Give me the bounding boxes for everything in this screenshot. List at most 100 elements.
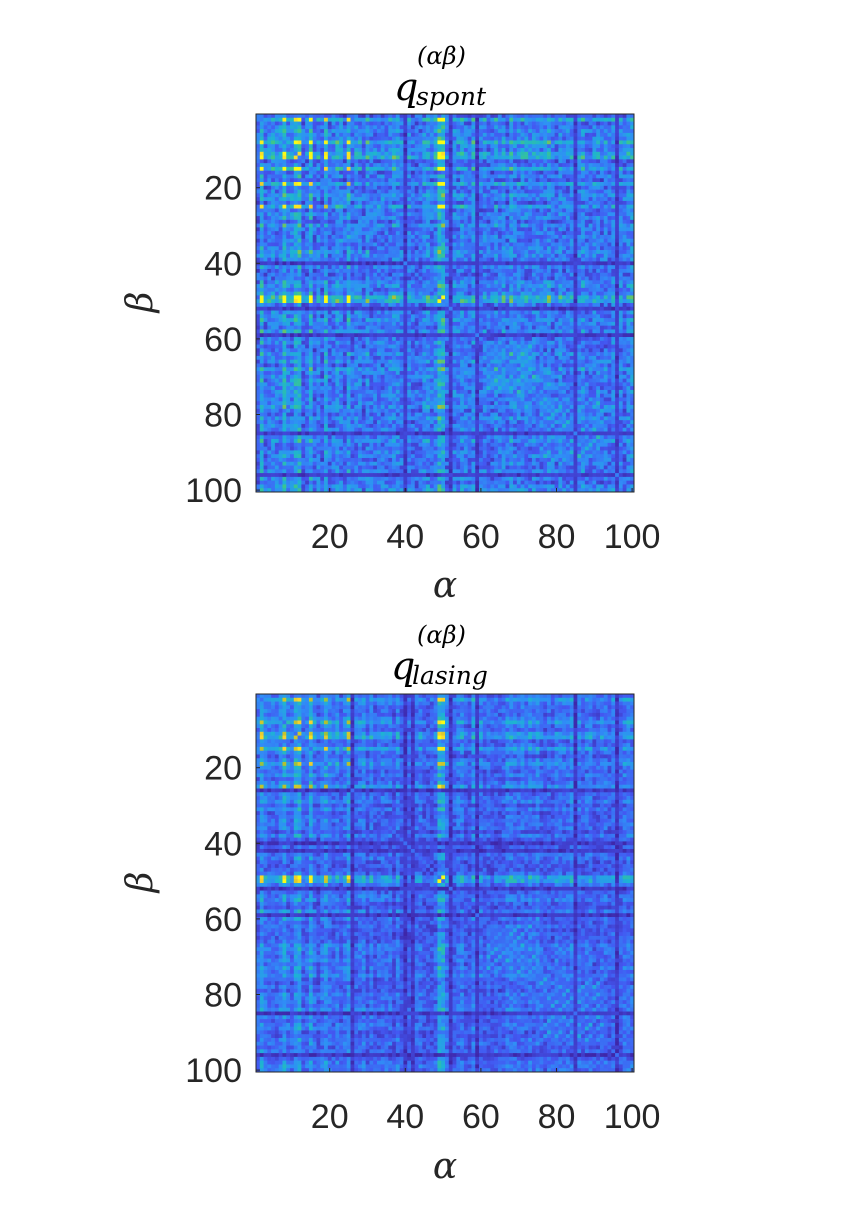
heatmap-cell — [475, 265, 480, 270]
heatmap-cell — [369, 144, 374, 149]
heatmap-cell — [471, 265, 476, 270]
heatmap-cell — [410, 159, 416, 164]
heatmap-cell — [426, 208, 431, 213]
heatmap-cell — [460, 174, 465, 179]
heatmap-cell — [630, 223, 635, 228]
heatmap-cell — [407, 265, 412, 270]
heatmap-cell — [599, 223, 605, 228]
heatmap-cell — [524, 174, 529, 179]
heatmap-cell — [305, 234, 310, 240]
heatmap-cell — [392, 144, 397, 149]
heatmap-cell — [550, 216, 555, 221]
heatmap-cell — [501, 223, 506, 228]
heatmap-cell — [630, 295, 635, 300]
heatmap-cell — [320, 291, 325, 296]
heatmap-cell — [558, 261, 563, 266]
heatmap-cell — [392, 204, 397, 209]
title-spont-base: q — [394, 65, 418, 109]
heatmap-cell — [554, 261, 559, 266]
heatmap-cell — [282, 166, 287, 172]
heatmap-cell — [414, 253, 419, 258]
heatmap-cell — [395, 117, 400, 122]
heatmap-cell — [516, 216, 521, 221]
heatmap-cell — [509, 144, 514, 149]
heatmap-cell — [547, 197, 552, 202]
heatmap-cell — [441, 155, 446, 160]
heatmap-cell — [316, 272, 321, 277]
heatmap-cell — [528, 216, 533, 221]
heatmap-cell — [543, 268, 548, 274]
heatmap-cell — [342, 231, 348, 236]
heatmap-cell — [573, 136, 578, 141]
heatmap-cell — [316, 140, 321, 145]
heatmap-cell — [490, 144, 495, 149]
heatmap-cell — [274, 140, 280, 145]
heatmap-cell — [414, 159, 419, 164]
heatmap-cell — [592, 261, 597, 266]
heatmap-cell — [324, 287, 329, 293]
heatmap-cell — [339, 178, 344, 183]
heatmap-cell — [573, 166, 578, 172]
heatmap-cell — [278, 200, 283, 206]
heatmap-cell — [501, 117, 506, 122]
heatmap-cell — [490, 204, 495, 209]
heatmap-cell — [501, 212, 506, 217]
heatmap-cell — [501, 261, 506, 266]
heatmap-cell — [331, 287, 336, 293]
heatmap-cell — [388, 185, 393, 190]
heatmap-cell — [365, 178, 370, 183]
heatmap-cell — [324, 276, 329, 281]
heatmap-cell — [494, 208, 499, 213]
heatmap-cell — [335, 227, 340, 232]
heatmap-cell — [308, 246, 314, 251]
heatmap-cell — [531, 268, 537, 274]
heatmap-cell — [584, 140, 589, 145]
heatmap-cell — [286, 189, 291, 194]
heatmap-cell — [535, 121, 540, 126]
heatmap-cell — [569, 261, 574, 266]
heatmap-cell — [282, 204, 287, 209]
heatmap-cell — [513, 234, 518, 240]
heatmap-cell — [308, 189, 314, 194]
heatmap-cell — [509, 136, 514, 141]
heatmap-cell — [463, 140, 469, 145]
heatmap-cell — [361, 265, 366, 270]
heatmap-cell — [388, 182, 393, 187]
heatmap-cell — [369, 272, 374, 277]
heatmap-cell — [528, 117, 533, 122]
heatmap-cell — [618, 170, 624, 175]
heatmap-cell — [263, 219, 268, 224]
heatmap-cell — [626, 268, 631, 274]
heatmap-cell — [441, 261, 446, 266]
heatmap-cell — [271, 287, 276, 293]
heatmap-cell — [490, 132, 495, 138]
heatmap-cell — [599, 163, 605, 168]
heatmap-cell — [618, 129, 624, 134]
heatmap-cell — [388, 246, 393, 251]
heatmap-cell — [588, 182, 593, 187]
heatmap-cell — [486, 155, 491, 160]
heatmap-cell — [547, 125, 552, 130]
heatmap-cell — [414, 212, 419, 217]
heatmap-cell — [342, 250, 348, 255]
heatmap-cell — [320, 227, 325, 232]
heatmap-cell — [437, 200, 442, 206]
heatmap-cell — [437, 280, 442, 285]
heatmap-cell — [460, 140, 465, 145]
heatmap-cell — [445, 174, 450, 179]
heatmap-cell — [509, 155, 514, 160]
heatmap-cell — [392, 170, 397, 175]
heatmap-cell — [361, 238, 366, 243]
heatmap-cell — [445, 136, 450, 141]
heatmap-cell — [460, 216, 465, 221]
heatmap-cell — [282, 121, 287, 126]
heatmap-cell — [497, 242, 503, 247]
heatmap-cell — [505, 155, 510, 160]
heatmap-cell — [256, 234, 261, 240]
heatmap-cell — [407, 159, 412, 164]
heatmap-cell — [539, 238, 544, 243]
heatmap-cell — [305, 121, 310, 126]
heatmap-cell — [452, 197, 457, 202]
heatmap-cell — [392, 257, 397, 262]
heatmap-cell — [316, 129, 321, 134]
